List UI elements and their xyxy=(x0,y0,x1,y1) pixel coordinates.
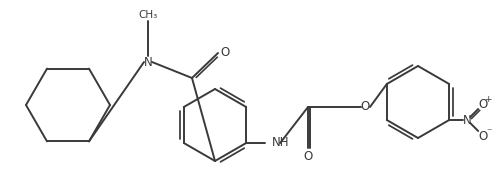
Text: NH: NH xyxy=(272,137,290,150)
Text: ⁻: ⁻ xyxy=(487,127,492,137)
Text: N: N xyxy=(144,55,152,69)
Text: O: O xyxy=(360,100,370,113)
Text: O: O xyxy=(479,129,488,142)
Text: N: N xyxy=(463,113,472,127)
Text: CH₃: CH₃ xyxy=(138,10,158,20)
Text: +: + xyxy=(485,94,492,103)
Text: O: O xyxy=(479,98,488,111)
Text: O: O xyxy=(221,46,230,59)
Text: O: O xyxy=(303,150,313,162)
